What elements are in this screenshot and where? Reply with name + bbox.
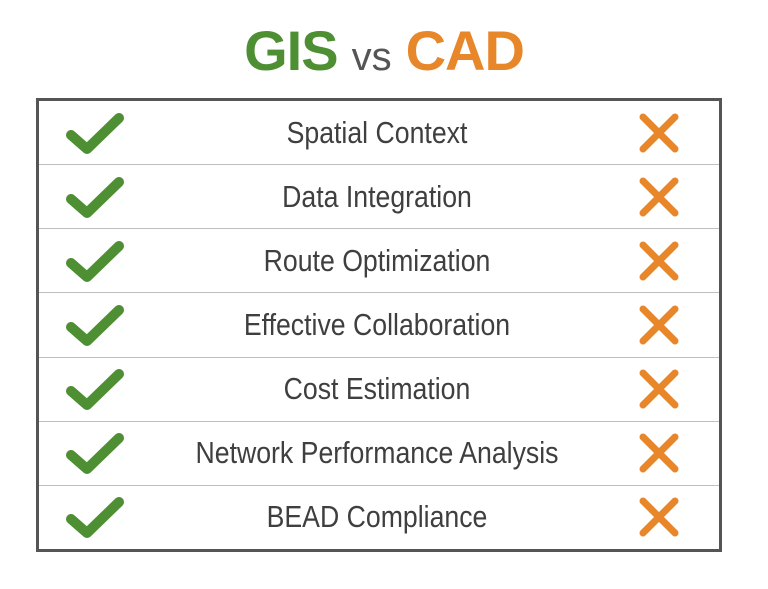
check-icon	[39, 495, 145, 539]
table-row: Effective Collaboration	[39, 293, 719, 358]
comparison-table: Spatial Context Data Integration Route O…	[36, 98, 722, 552]
x-icon	[609, 431, 719, 475]
x-icon	[609, 239, 719, 283]
title-gis: GIS	[244, 19, 338, 82]
table-row: Spatial Context	[39, 101, 719, 166]
x-icon	[609, 367, 719, 411]
table-row: BEAD Compliance	[39, 486, 719, 549]
check-icon	[39, 111, 145, 155]
title-cad: CAD	[405, 19, 525, 82]
row-label: Network Performance Analysis	[195, 435, 559, 471]
table-row: Data Integration	[39, 165, 719, 230]
x-icon	[609, 175, 719, 219]
row-label: Route Optimization	[263, 242, 491, 278]
table-row: Cost Estimation	[39, 358, 719, 422]
x-icon	[609, 495, 719, 539]
table-row: Network Performance Analysis	[39, 422, 719, 486]
check-icon	[39, 431, 145, 475]
row-label: Data Integration	[282, 178, 472, 214]
row-label: Effective Collaboration	[243, 306, 511, 342]
check-icon	[39, 175, 145, 219]
row-label: Cost Estimation	[283, 371, 471, 407]
row-label: BEAD Compliance	[266, 499, 488, 535]
check-icon	[39, 239, 145, 283]
title-vs: vs	[351, 35, 392, 79]
check-icon	[39, 367, 145, 411]
x-icon	[609, 303, 719, 347]
row-label: Spatial Context	[286, 114, 468, 150]
page-title: GIS vs CAD	[0, 18, 768, 88]
x-icon	[609, 111, 719, 155]
table-row: Route Optimization	[39, 229, 719, 294]
check-icon	[39, 303, 145, 347]
